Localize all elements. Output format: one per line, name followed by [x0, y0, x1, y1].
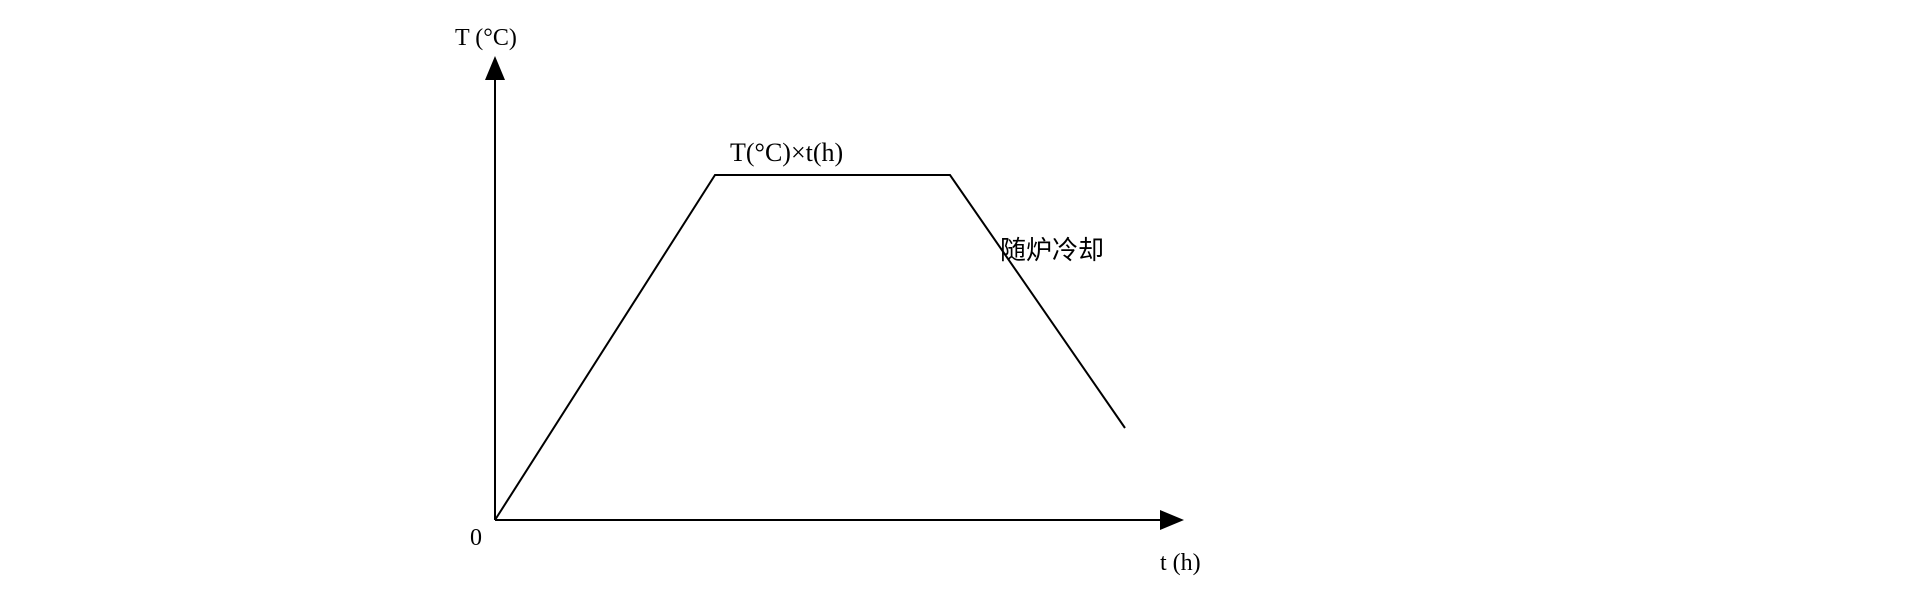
- cooling-label: 随炉冷却: [1000, 230, 1104, 267]
- plateau-label: T(°C)×t(h): [730, 138, 843, 168]
- origin-label: 0: [470, 525, 482, 552]
- x-axis-label: t (h): [1160, 550, 1201, 577]
- temperature-curve: [495, 175, 1125, 520]
- heat-treatment-diagram: T (°C) t (h) 0 T(°C)×t(h) 随炉冷却: [460, 20, 1220, 580]
- diagram-svg: [460, 20, 1220, 580]
- y-axis-label: T (°C): [455, 25, 517, 52]
